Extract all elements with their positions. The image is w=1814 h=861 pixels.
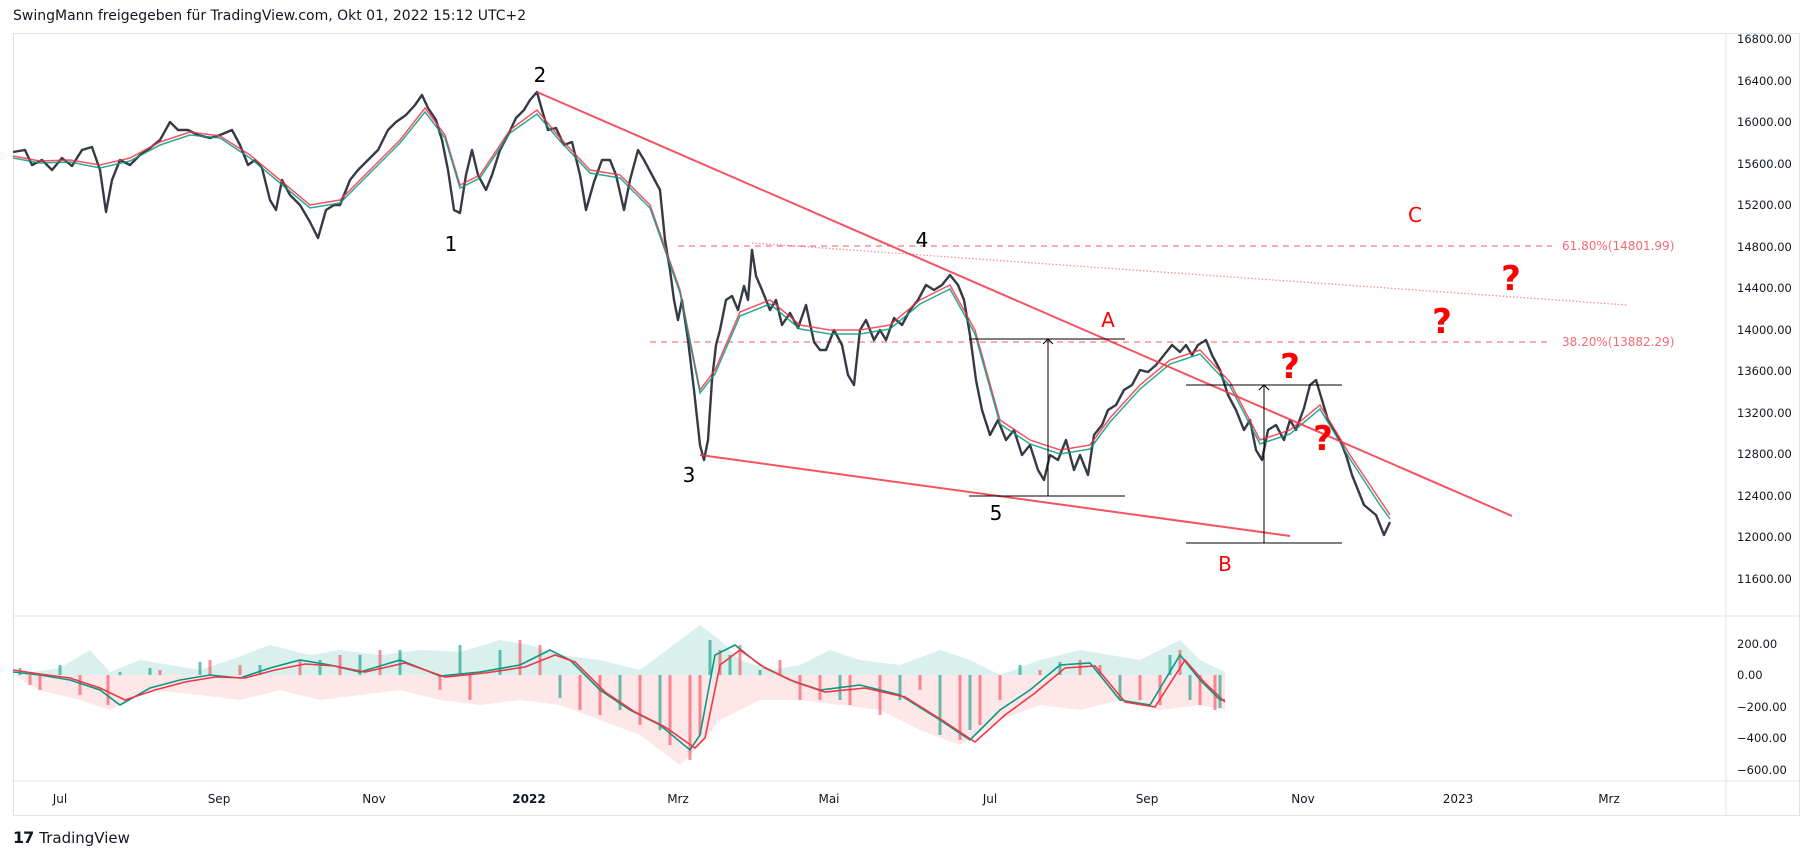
price-tick: 14800.00 xyxy=(1737,240,1792,254)
price-series xyxy=(12,90,1392,537)
time-tick: Mrz xyxy=(1598,792,1620,806)
question-mark-1[interactable]: ? xyxy=(1280,347,1300,387)
time-tick: Sep xyxy=(208,792,231,806)
wave-label-c[interactable]: C xyxy=(1408,203,1422,227)
tradingview-logo-icon: 17 xyxy=(13,828,34,847)
price-tick: 13600.00 xyxy=(1737,364,1792,378)
time-tick: Mai xyxy=(818,792,839,806)
upper-trendline[interactable] xyxy=(536,91,1513,517)
oscillator-pane[interactable] xyxy=(12,625,1226,765)
question-mark-3[interactable]: ? xyxy=(1432,302,1452,342)
time-tick: 2023 xyxy=(1443,792,1474,806)
measure-tool-1[interactable] xyxy=(969,338,1125,497)
osc-tick: −600.00 xyxy=(1737,763,1787,777)
price-tick: 12800.00 xyxy=(1737,447,1792,461)
time-tick: Sep xyxy=(1136,792,1159,806)
fib-label-618: 61.80%(14801.99) xyxy=(1562,239,1674,253)
wave-label-4[interactable]: 4 xyxy=(916,228,929,252)
price-tick: 12400.00 xyxy=(1737,489,1792,503)
chart-frame xyxy=(13,33,1800,816)
oscillator-area xyxy=(13,625,1225,675)
osc-tick: −200.00 xyxy=(1737,700,1787,714)
oscillator-area-neg xyxy=(13,675,1225,765)
wave-label-2[interactable]: 2 xyxy=(534,63,547,87)
time-tick: 2022 xyxy=(512,792,545,806)
chart-header-title: SwingMann freigegeben für TradingView.co… xyxy=(13,8,527,24)
tradingview-branding[interactable]: 17 TradingView xyxy=(13,828,130,847)
fib-retracement[interactable]: 61.80%(14801.99) 38.20%(13882.29) xyxy=(650,239,1674,349)
wave-label-3[interactable]: 3 xyxy=(683,463,696,487)
wave-label-b[interactable]: B xyxy=(1218,552,1232,576)
time-axis[interactable]: Jul Sep Nov 2022 Mrz Mai Jul Sep Nov 202… xyxy=(52,792,1620,806)
price-axis[interactable]: 16800.00 16400.00 16000.00 15600.00 1520… xyxy=(1737,32,1792,586)
wave-label-1[interactable]: 1 xyxy=(445,232,458,256)
price-tick: 14000.00 xyxy=(1737,323,1792,337)
price-tick: 14400.00 xyxy=(1737,281,1792,295)
time-tick: Nov xyxy=(1291,792,1314,806)
question-mark-2[interactable]: ? xyxy=(1313,419,1333,459)
osc-tick: −400.00 xyxy=(1737,731,1787,745)
time-tick: Nov xyxy=(362,792,385,806)
osc-tick: 0.00 xyxy=(1737,668,1763,682)
price-tick: 13200.00 xyxy=(1737,406,1792,420)
time-tick: Jul xyxy=(52,792,67,806)
price-tick: 16000.00 xyxy=(1737,115,1792,129)
wave-label-5[interactable]: 5 xyxy=(990,501,1003,525)
price-tick: 15200.00 xyxy=(1737,198,1792,212)
price-tick: 12000.00 xyxy=(1737,530,1792,544)
oscillator-axis[interactable]: 200.00 0.00 −200.00 −400.00 −600.00 xyxy=(1737,637,1787,777)
oscillator-histogram xyxy=(28,640,1217,760)
time-tick: Jul xyxy=(982,792,997,806)
fib-label-382: 38.20%(13882.29) xyxy=(1562,335,1674,349)
measure-tool-2[interactable] xyxy=(1186,384,1342,544)
osc-tick: 200.00 xyxy=(1737,637,1777,651)
ma-slow-line xyxy=(12,110,1391,520)
question-mark-4[interactable]: ? xyxy=(1501,259,1521,299)
price-tick: 11600.00 xyxy=(1737,572,1792,586)
oscillator-macd-line xyxy=(12,649,1226,750)
tradingview-brand-text: TradingView xyxy=(39,828,130,847)
dotted-trendline[interactable] xyxy=(751,242,1628,306)
price-tick: 15600.00 xyxy=(1737,157,1792,171)
wave-label-a[interactable]: A xyxy=(1101,308,1115,332)
price-tick: 16800.00 xyxy=(1737,32,1792,46)
price-tick: 16400.00 xyxy=(1737,74,1792,88)
time-tick: Mrz xyxy=(667,792,689,806)
